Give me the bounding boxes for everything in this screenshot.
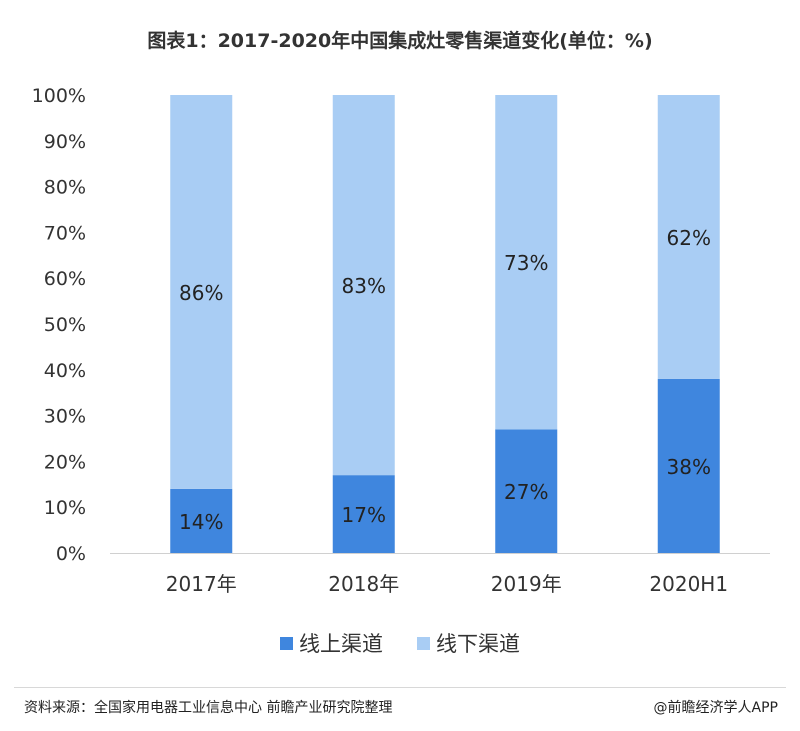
y-tick-label: 90% xyxy=(44,131,86,153)
y-tick-label: 80% xyxy=(44,177,86,199)
bar-online xyxy=(657,378,720,553)
x-tick-label: 2018年 xyxy=(328,572,399,596)
y-tick-label: 40% xyxy=(44,360,86,382)
y-tick-label: 70% xyxy=(44,222,86,244)
legend-item-online: 线上渠道 xyxy=(280,628,383,658)
legend-label-online: 线上渠道 xyxy=(299,632,383,656)
legend-swatch-online xyxy=(280,636,293,650)
legend-swatch-offline xyxy=(417,636,430,650)
stacked-bar-chart: 0% 10% 20% 30% 40% 50% 60% 70% 80% 90% 100% 14% 86% 2… xyxy=(32,85,770,596)
bar-online xyxy=(332,475,395,553)
bar-online xyxy=(170,488,233,553)
bar-offline xyxy=(495,95,558,430)
data-label: 38% xyxy=(667,455,711,479)
data-label: 27% xyxy=(504,480,548,504)
y-tick-label: 20% xyxy=(44,451,86,473)
x-tick-label: 2017年 xyxy=(166,572,237,596)
data-label: 14% xyxy=(179,510,223,534)
y-tick-label: 100% xyxy=(32,85,86,107)
y-tick-label: 10% xyxy=(44,497,86,519)
y-tick-label: 50% xyxy=(44,314,86,336)
bar-offline xyxy=(657,95,720,379)
data-label: 62% xyxy=(667,226,711,250)
footer-divider xyxy=(14,687,786,688)
x-tick-label: 2020H1 xyxy=(649,572,728,596)
chart-title: 图表1：2017-2020年中国集成灶零售渠道变化(单位：%) xyxy=(147,30,653,52)
legend-item-offline: 线下渠道 xyxy=(417,628,520,658)
brand-credit: @前瞻经济学人APP xyxy=(653,700,778,716)
data-label: 83% xyxy=(342,274,386,298)
source-note: 资料来源：全国家用电器工业信息中心 前瞻产业研究院整理 xyxy=(24,700,393,716)
legend: 线上渠道 线下渠道 xyxy=(0,628,800,658)
legend-label-offline: 线下渠道 xyxy=(436,632,520,656)
y-tick-label: 0% xyxy=(56,543,86,565)
bar-online xyxy=(495,429,558,553)
data-label: 73% xyxy=(504,251,548,275)
data-label: 17% xyxy=(342,503,386,527)
data-label: 86% xyxy=(179,281,223,305)
y-tick-label: 60% xyxy=(44,268,86,290)
bar-offline xyxy=(170,95,233,489)
bar-offline xyxy=(332,95,395,476)
x-tick-label: 2019年 xyxy=(491,572,562,596)
y-tick-label: 30% xyxy=(44,406,86,428)
